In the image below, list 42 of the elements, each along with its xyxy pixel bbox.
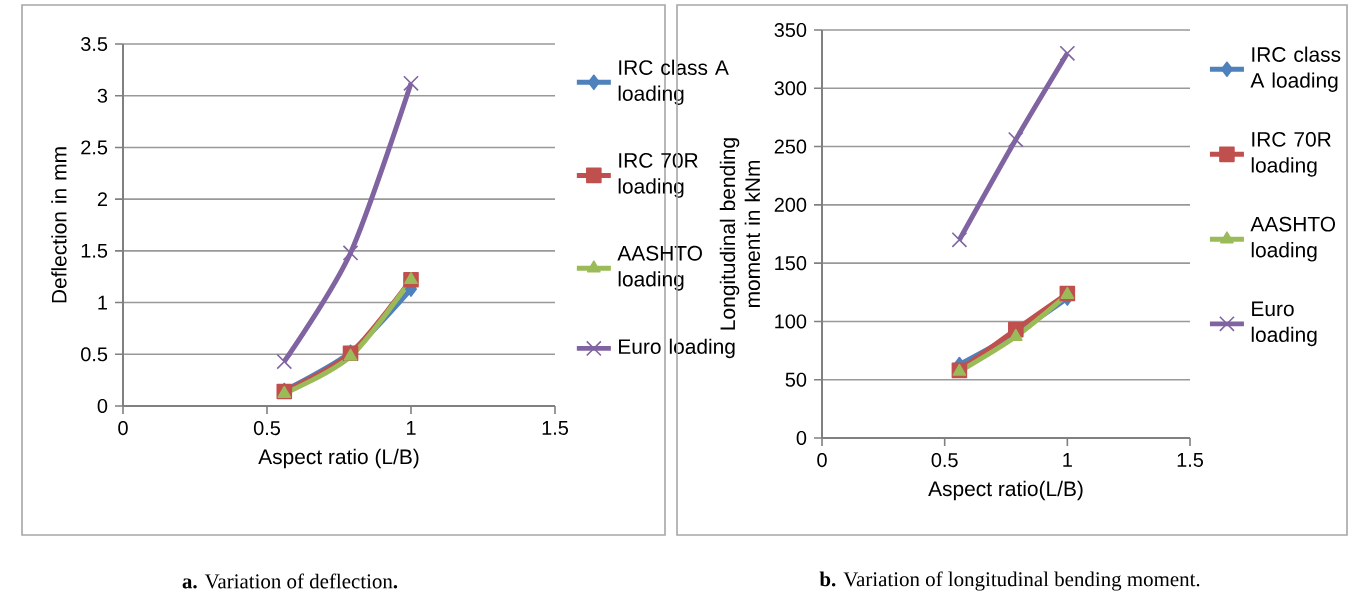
text: a. Variation of deflection. (182, 573, 398, 589)
point (1059, 45, 1076, 62)
point (342, 245, 359, 261)
x-axis-title: Aspect ratio (L/B) (258, 448, 419, 469)
legend-label: AASHTO loading (617, 245, 702, 291)
point (403, 75, 419, 92)
legend-label: IRC class A loading (618, 59, 729, 106)
text: b. Variation of longitudinal bending moment. (819, 571, 1200, 591)
y-tick-label: 2.5 (81, 140, 108, 155)
x-axis-title: Aspect ratio(L/B) (928, 480, 1083, 501)
x-tick-label: 1.5 (542, 421, 569, 435)
point (276, 353, 293, 370)
y-tick-label: 0 (97, 398, 108, 414)
point (951, 231, 968, 248)
x-tick-label: 0 (817, 453, 827, 468)
x-tick-label: 0.5 (253, 421, 281, 436)
legend-label: IRC class A loading (1250, 46, 1341, 92)
y-tick-label: 1.5 (81, 243, 108, 258)
y-tick-label: 300 (774, 81, 807, 96)
y-tick-label: 0.5 (81, 347, 108, 362)
y-axis-title: Deflection in mm (51, 147, 67, 303)
legend-label: IRC 70R loading (618, 153, 698, 198)
y-tick-label: 1 (98, 295, 107, 310)
y-tick-label: 50 (785, 372, 807, 387)
x-tick-label: 1 (1063, 453, 1072, 467)
x-tick-label: 1.5 (1177, 453, 1204, 467)
x-tick-label: 1 (406, 421, 416, 435)
y-tick-label: 150 (775, 256, 807, 271)
y-tick-label: 2 (97, 192, 107, 207)
legend-label: AASHTO loading (1250, 216, 1336, 262)
legend-label: Euro loading (619, 338, 735, 359)
legend-label: Euro loading (1251, 301, 1317, 347)
point (1007, 131, 1024, 148)
y-tick-label: 200 (774, 197, 807, 212)
x-tick-label: 0.5 (931, 453, 958, 468)
y-tick-label: 100 (775, 314, 807, 329)
y-tick-label: 250 (774, 139, 807, 154)
x-tick-label: 0 (118, 421, 128, 436)
y-tick-label: 3 (97, 88, 108, 103)
legend-label: IRC 70R loading (1251, 131, 1331, 177)
y-tick-label: 3.5 (81, 36, 108, 52)
y-tick-label: 350 (774, 22, 807, 38)
